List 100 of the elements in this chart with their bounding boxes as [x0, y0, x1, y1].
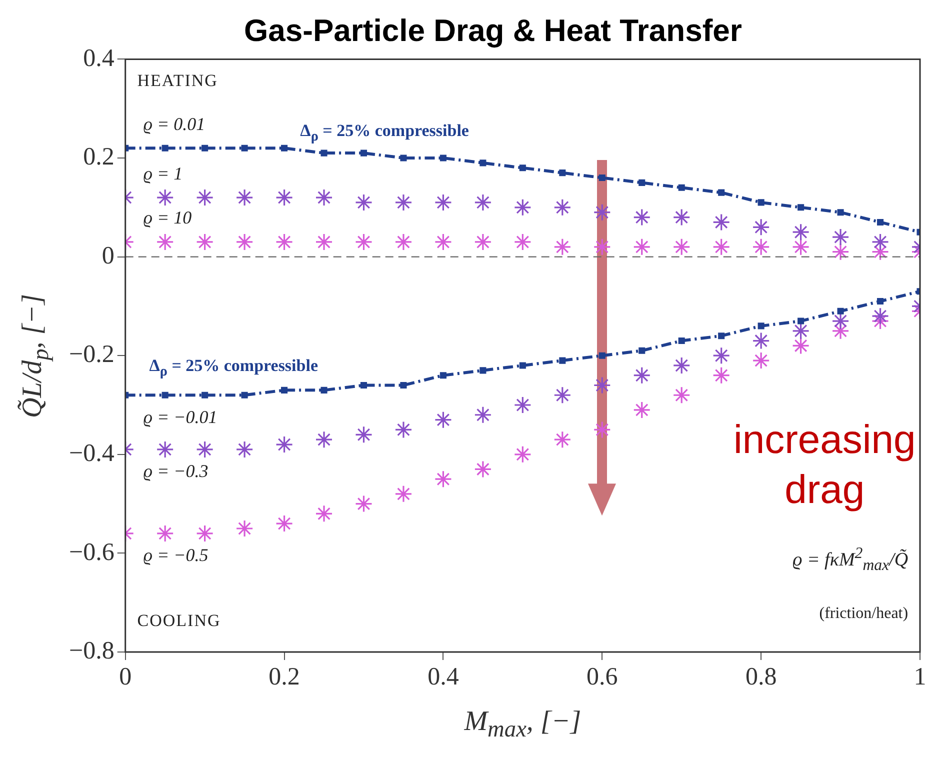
point [320, 386, 328, 394]
point [434, 233, 452, 251]
point [236, 520, 254, 538]
y-tick-label: −0.2 [68, 341, 114, 368]
point [798, 318, 804, 324]
point [871, 233, 890, 251]
point [832, 228, 850, 246]
point [156, 188, 174, 206]
x-tick-label: 1 [914, 664, 926, 691]
point [315, 188, 333, 206]
point [712, 238, 730, 256]
point [832, 312, 850, 330]
point [638, 179, 646, 186]
point [275, 436, 294, 454]
x-tick-label: 0.4 [428, 664, 460, 691]
series-label: ϱ = 0.01 [143, 114, 206, 134]
point [514, 198, 532, 216]
point [156, 440, 174, 458]
point [598, 352, 606, 359]
point [758, 199, 764, 206]
point [196, 524, 214, 542]
point [474, 233, 492, 251]
point [394, 233, 412, 251]
point [162, 144, 168, 152]
point [440, 154, 446, 162]
point [837, 209, 844, 216]
point [354, 426, 373, 444]
series-label: ϱ = 1 [143, 163, 183, 184]
chart-title: Gas-Particle Drag & Heat Transfer [244, 13, 742, 48]
point [196, 440, 214, 458]
point [633, 208, 651, 226]
point [752, 332, 770, 350]
annotation: Δ$_{ρ}$ = 25% compressible [300, 121, 469, 146]
point [712, 366, 730, 384]
point [554, 386, 572, 404]
point [202, 144, 208, 152]
point [598, 174, 606, 182]
point [792, 322, 810, 340]
point [394, 485, 412, 503]
point [440, 372, 446, 379]
point [593, 204, 611, 222]
point [241, 144, 248, 152]
point [354, 194, 373, 212]
point [712, 346, 730, 364]
point [633, 401, 651, 419]
annotation: ϱ = fκM$^{2}$$_{max}$/Q̃ [792, 545, 908, 576]
point [275, 233, 294, 251]
point [360, 382, 368, 389]
point [871, 243, 890, 261]
point [758, 322, 764, 330]
y-tick-label: 0.2 [83, 144, 114, 171]
annotation: HEATING [137, 71, 218, 92]
point [752, 218, 770, 236]
point [638, 347, 646, 354]
point [678, 338, 685, 344]
y-tick-label: 0.4 [83, 44, 115, 72]
point [162, 392, 168, 398]
point [672, 208, 690, 226]
x-tick-label: 0.2 [268, 664, 300, 691]
point [559, 357, 566, 364]
x-tick-label: 0.6 [586, 664, 618, 691]
point [354, 495, 373, 513]
point [514, 446, 532, 464]
point [400, 382, 407, 389]
point [876, 298, 884, 305]
y-tick-label: −0.8 [68, 638, 114, 665]
point [678, 184, 685, 191]
series-label: ϱ = −0.01 [143, 406, 218, 427]
point [633, 366, 651, 384]
point [281, 144, 288, 152]
point [474, 194, 492, 212]
point [360, 150, 368, 156]
annotation: Δ$_{ρ}$ = 25% compressible [149, 356, 318, 380]
point [593, 420, 611, 438]
x-axis-title: M$_{max}$, [−] [464, 706, 582, 744]
point [712, 213, 730, 232]
point [792, 223, 810, 241]
point [434, 411, 452, 429]
point [236, 440, 254, 458]
point [559, 170, 566, 176]
point [394, 420, 412, 438]
point [315, 430, 333, 448]
point [837, 308, 844, 314]
point [519, 164, 526, 172]
point [593, 238, 611, 256]
point [236, 233, 254, 251]
point [434, 194, 452, 212]
point [480, 367, 486, 374]
point [480, 160, 486, 166]
point [752, 238, 770, 256]
point [554, 198, 572, 216]
point [320, 150, 328, 156]
point [554, 238, 572, 256]
point [434, 470, 452, 488]
point [519, 362, 526, 369]
point [241, 392, 248, 398]
series-label: ϱ = 10 [143, 208, 192, 228]
point [474, 406, 492, 424]
point [474, 460, 492, 478]
point [156, 524, 174, 542]
